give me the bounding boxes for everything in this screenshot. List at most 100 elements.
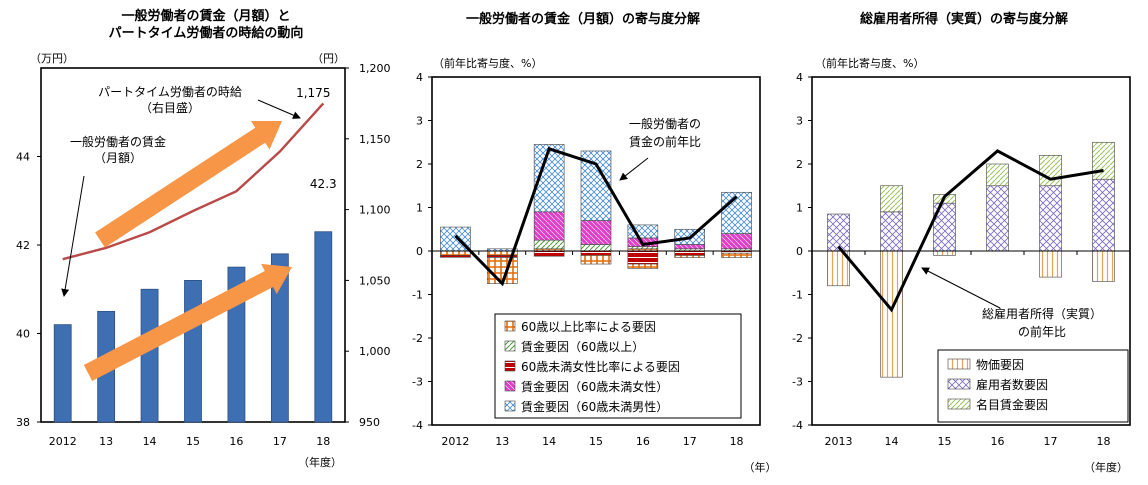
trend-arrow-lower [83,263,293,381]
legend-label: 雇用者数要因 [976,377,1048,392]
bar-series-label: （月額） [94,151,142,165]
y-tick-label: -1 [792,289,803,302]
bar-segment [986,163,1009,187]
x-tick-label: 17 [1044,435,1058,448]
x-tick-label: 18 [1097,435,1111,448]
line-series-label: 総雇用者所得（実質） [982,306,1102,321]
legend-label: 賃金要因（60歳以上） [521,339,644,354]
line-series-label: （右目盛） [140,100,200,115]
line-series-label: 賃金の前年比 [629,134,701,149]
y-tick-label: -4 [792,419,803,432]
left-tick-label: 42 [16,239,30,252]
x-tick-label: 18 [730,435,744,448]
x-tick-label: 18 [316,435,330,448]
y-tick-label: 0 [796,245,803,258]
chart-title: パートタイム労働者の時給の動向 [109,25,304,41]
bar-segment [627,250,659,265]
bar [140,288,159,423]
y-tick-label: -2 [412,332,423,345]
legend-swatch [504,340,516,352]
x-tick-label: 14 [143,435,157,448]
y-tick-label: -3 [792,376,803,389]
chart-employee-income-decomposition: 総雇用者所得（実質）の寄与度分解 （前年比寄与度、%） -4 -3 -2 -1 0 1 2 3 4 2… [792,11,1131,474]
x-tick-label: 16 [636,435,650,448]
bar-segment [827,213,850,252]
trend-arrow-upper [95,121,282,248]
y-tick-label: -1 [412,289,423,302]
y-tick-label: 0 [416,245,423,258]
line-series-label: の前年比 [1018,324,1066,339]
bar-segment [580,220,612,245]
x-axis-unit: （年） [744,460,777,474]
legend-swatch [947,398,971,410]
legend-label: 名目賃金要因 [976,397,1048,412]
chart-title: 総雇用者所得（実質）の寄与度分解 [860,11,1068,27]
x-tick-label: 2012 [441,435,469,448]
line-series [454,146,738,287]
bar-segment [1092,250,1115,282]
legend-label: 60歳以上比率による要因 [521,319,656,334]
x-tick-label: 16 [229,435,243,448]
x-tick-label: 16 [991,435,1005,448]
line-series [837,149,1104,313]
legend-label: 60歳未満女性比率による要因 [521,359,680,374]
x-tick-label: 15 [938,435,952,448]
x-tick-label: 15 [186,435,200,448]
bar-segment [933,250,956,256]
chart-wage-decomposition: 一般労働者の賃金（月額）の寄与度分解 （前年比寄与度、%） -4 -3 -2 -1 0 1 2 3… [412,11,776,474]
y-axis-unit: （前年比寄与度、%） [433,56,542,70]
x-axis-unit: （年度） [298,455,342,469]
bar-segment [986,185,1009,252]
right-tick-label: 950 [359,416,380,429]
line-series [62,102,325,261]
x-tick-label: 13 [495,435,509,448]
pointer [61,175,85,297]
chart-title: 一般労働者の賃金（月額）と [121,8,290,24]
x-tick-label: 15 [589,435,603,448]
bar-segment [533,211,565,241]
y-tick-label: -3 [412,376,423,389]
line-value-label: 1,175 [296,86,330,100]
bar-segment [1039,185,1062,252]
bar-segment [533,250,565,257]
bar-segment [674,255,706,258]
bar-segment [880,250,903,378]
bar-segment [880,211,903,252]
right-tick-label: 1,200 [359,62,391,75]
left-tick-label: 40 [16,328,30,341]
right-tick-label: 1,000 [359,345,391,358]
legend-label: 物価要因 [976,358,1024,372]
x-tick-label: 14 [542,435,556,448]
right-tick-label: 1,050 [359,274,391,287]
bar-segment [674,244,706,250]
bar [53,324,72,423]
bar-segment [440,255,471,258]
legend-box [494,313,742,419]
right-tick-label: 1,100 [359,204,391,217]
y-tick-label: 4 [416,71,423,84]
bar-segment [580,255,612,265]
legend-swatch [947,378,971,390]
bar-segment [627,224,659,239]
left-tick-label: 44 [16,151,30,164]
y-tick-label: 1 [796,202,803,215]
pointer [257,99,301,119]
right-tick-label: 1,150 [359,133,391,146]
bar-segment [1039,250,1062,278]
x-tick-label: 2012 [49,435,77,448]
bar-segment [440,250,471,256]
y-tick-label: 2 [416,158,423,171]
pointer [619,157,649,181]
y-tick-label: 4 [796,71,803,84]
legend-swatch [504,360,516,372]
x-tick-label: 17 [683,435,697,448]
bar-segment [1092,178,1115,252]
bar-segment [1039,155,1062,187]
legend-swatch [504,320,516,332]
chart-title: 一般労働者の賃金（月額）の寄与度分解 [466,11,700,27]
left-tick-label: 38 [16,416,30,429]
bar-segment [880,185,903,213]
